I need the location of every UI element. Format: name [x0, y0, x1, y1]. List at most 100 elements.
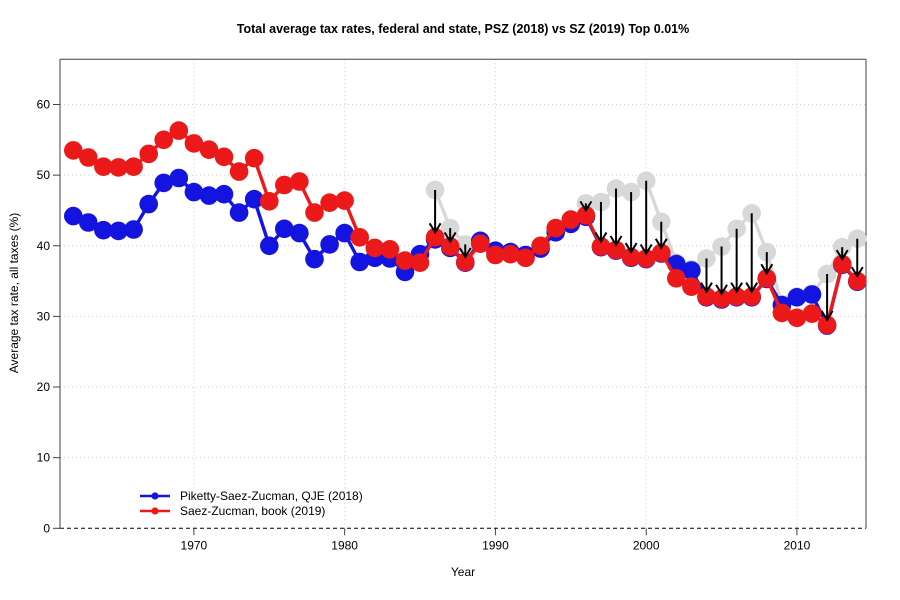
x-tick-label: 2000: [633, 538, 660, 552]
series-psz-blue-point: [94, 220, 113, 240]
revision-arrow-head: [609, 235, 623, 247]
revision-arrow-head: [850, 266, 864, 279]
series-psz-blue-point: [350, 252, 370, 272]
series-sz-red-point: [425, 228, 445, 247]
series-psz-blue-point: [320, 235, 339, 254]
series-sz-red-point: [94, 157, 113, 176]
revision-arrow-head: [458, 247, 472, 259]
series-psz-blue-point: [229, 203, 249, 222]
y-tick-label: 40: [37, 239, 51, 253]
series-sz-red-point: [531, 236, 550, 256]
series-sz-red-point: [184, 134, 204, 153]
series-sz-red-point: [742, 287, 761, 306]
series-psz-blue-point: [682, 261, 701, 280]
series-psz-blue-point: [184, 182, 204, 202]
series-sz-red-point: [169, 121, 189, 140]
revision-arrow-head: [715, 284, 728, 296]
series-sz-red-point: [848, 271, 867, 291]
series-sz-red-point: [561, 210, 581, 229]
series-sz-red-point: [606, 240, 626, 260]
series-sz-red-point: [290, 172, 309, 191]
series-sz-red-point: [64, 141, 83, 160]
series-sz-red-point: [667, 269, 686, 288]
legend-item-psz: Piketty-Saez-Zucman, QJE (2018): [138, 488, 363, 503]
series-sz-red-point: [124, 157, 143, 176]
series-sz-red-point: [305, 203, 324, 222]
series-sz-red-point: [395, 251, 415, 270]
revision-arrow-head: [443, 231, 457, 244]
series-sz-red-point: [727, 287, 746, 306]
y-tick-label: 30: [37, 309, 51, 323]
legend-red-line-marker-icon: [140, 506, 170, 515]
x-tick-label: 1970: [181, 538, 208, 552]
series-sz-red-point: [471, 234, 490, 253]
series-sz-red-point: [410, 253, 430, 272]
y-tick-label: 50: [37, 168, 51, 182]
series-psz-blue-point: [154, 173, 173, 193]
series-sz-red-point: [365, 238, 385, 258]
series-psz-blue-point: [802, 285, 822, 304]
series-psz-blue-point: [124, 220, 143, 239]
series-sz-red-point: [712, 289, 731, 309]
series-sz-red-point: [275, 175, 294, 195]
series-sz-red-point: [501, 244, 520, 264]
series-psz-blue-point: [169, 168, 189, 188]
series-psz-blue-point: [275, 219, 294, 239]
series-psz-blue-point: [64, 206, 83, 226]
x-axis-label: Year: [450, 565, 476, 579]
revision-arrow-head: [594, 231, 608, 244]
y-tick-label: 60: [37, 98, 51, 112]
revision-arrow-head: [700, 282, 713, 294]
x-tick-label: 1990: [482, 538, 509, 552]
series-sz-red-point: [757, 269, 777, 288]
series-sz-red-point: [229, 162, 249, 181]
series-psz-blue-point: [290, 223, 309, 243]
x-tick-label: 1980: [331, 538, 358, 552]
series-sz-red-point: [516, 248, 535, 268]
chart-title: Total average tax rates, federal and sta…: [236, 22, 690, 36]
series-sz-red-point: [440, 237, 460, 256]
revision-arrow-head: [760, 263, 774, 276]
series-sz-red-point: [621, 247, 641, 267]
revision-arrow-head: [835, 249, 849, 262]
series-psz-blue-point: [260, 236, 279, 256]
y-tick-label: 20: [37, 380, 51, 394]
series-sz-red-point: [109, 158, 128, 177]
legend-blue-line-marker-icon: [140, 491, 170, 500]
series-sz-red-point: [591, 237, 611, 256]
revision-arrow-head: [639, 243, 653, 256]
legend: Piketty-Saez-Zucman, QJE (2018) Saez-Zuc…: [138, 488, 363, 518]
series-sz-red-point: [214, 147, 234, 167]
series-sz-red-point: [682, 277, 701, 297]
series-sz-red-point: [456, 252, 475, 272]
y-axis-label: Average tax rate, all taxes (%): [7, 212, 21, 374]
revision-arrow-head: [624, 242, 638, 254]
legend-label-psz: Piketty-Saez-Zucman, QJE (2018): [180, 488, 363, 503]
series-sz-red-point: [652, 243, 671, 263]
series-sz-red-point: [817, 315, 837, 335]
series-psz-blue-point: [787, 288, 807, 307]
series-sz-red-point: [260, 192, 279, 211]
series-psz-blue-point: [199, 186, 219, 205]
series-sz-red-point: [787, 308, 807, 328]
revision-arrow-head: [428, 222, 442, 235]
series-sz-red-point: [154, 130, 173, 150]
series-sz-red-point: [486, 245, 505, 265]
y-tick-label: 10: [37, 451, 51, 465]
series-gray-reference-point: [848, 229, 867, 248]
y-tick-label: 0: [43, 521, 50, 535]
series-sz-red-point: [79, 148, 98, 167]
series-sz-red-point: [802, 304, 822, 323]
series-sz-red-point: [199, 140, 219, 159]
series-psz-blue-point: [214, 184, 234, 204]
series-psz-blue-point: [244, 189, 264, 209]
revision-arrow-head: [820, 310, 834, 322]
revision-arrow-head: [654, 238, 668, 250]
series-sz-red-point: [139, 144, 158, 164]
legend-label-sz: Saez-Zucman, book (2019): [180, 503, 326, 518]
x-tick-label: 2010: [784, 538, 811, 552]
series-sz-red-point: [320, 193, 339, 212]
series-sz-red-point: [546, 218, 565, 238]
